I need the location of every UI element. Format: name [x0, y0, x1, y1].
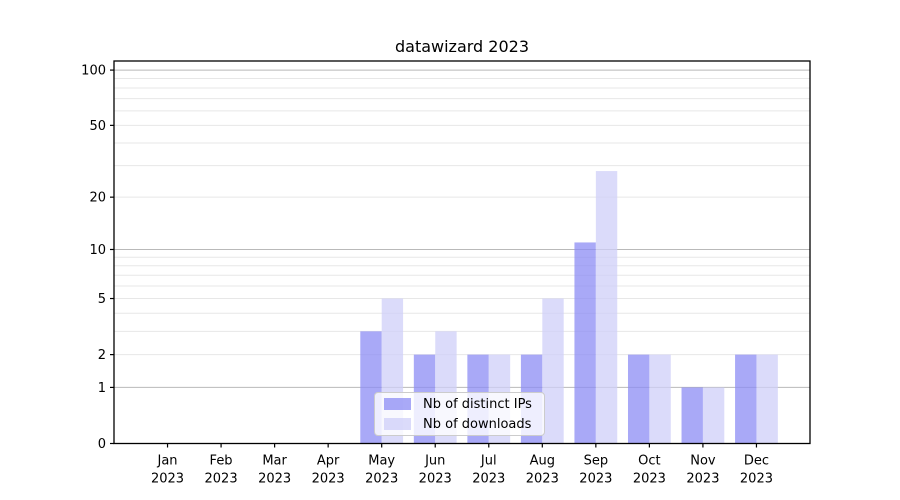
x-tick-label-month: Aug — [530, 454, 555, 469]
x-tick-label-month: Apr — [317, 454, 340, 469]
x-tick-label-month: Sep — [584, 454, 609, 469]
x-tick-label-month: Oct — [638, 454, 660, 469]
bar-downloads-dec — [756, 354, 778, 444]
plot-border — [113, 60, 811, 445]
x-tick-label-year: 2023 — [365, 472, 398, 487]
x-tick-label-month: Mar — [262, 454, 287, 469]
bar-downloads-nov — [702, 387, 725, 444]
x-tick-label-year: 2023 — [740, 472, 773, 487]
x-tick-label-year: 2023 — [472, 472, 505, 487]
legend-swatch-downloads — [384, 418, 411, 430]
x-tick-label-year: 2023 — [526, 472, 559, 487]
legend-item-distinct-ips: Nb of distinct IPs — [384, 397, 535, 412]
bar-distinct-ips-dec — [735, 354, 757, 444]
bar-downloads-aug — [542, 298, 564, 444]
x-tick-label-month: Jan — [157, 454, 178, 469]
x-tick-label-year: 2023 — [419, 472, 452, 487]
x-tick-label-month: Feb — [210, 454, 233, 469]
x-tick-label-year: 2023 — [579, 472, 612, 487]
legend-item-downloads: Nb of downloads — [384, 417, 535, 432]
x-tick-label-year: 2023 — [312, 472, 345, 487]
x-tick-label-year: 2023 — [633, 472, 666, 487]
x-tick-label-month: Jul — [480, 454, 497, 469]
y-tick-label: 50 — [89, 119, 106, 134]
bar-distinct-ips-sep — [574, 242, 596, 444]
bar-downloads-sep — [595, 171, 618, 444]
bar-downloads-oct — [649, 354, 671, 444]
y-tick-label: 0 — [98, 437, 106, 452]
y-tick-label: 100 — [81, 64, 106, 79]
x-tick-label-month: Jun — [424, 454, 445, 469]
x-tick-label-year: 2023 — [258, 472, 291, 487]
y-tick-label: 5 — [98, 292, 106, 307]
x-tick-label-month: Dec — [744, 454, 769, 469]
legend-swatch-distinct-ips — [384, 398, 411, 410]
x-tick-label-month: May — [368, 454, 395, 469]
legend-label-distinct-ips: Nb of distinct IPs — [423, 396, 532, 412]
y-tick-label: 1 — [98, 381, 106, 396]
legend-label-downloads: Nb of downloads — [423, 416, 532, 432]
y-tick-label: 10 — [89, 243, 106, 258]
x-tick-label-year: 2023 — [686, 472, 719, 487]
y-tick-label: 2 — [98, 348, 106, 363]
bar-distinct-ips-nov — [681, 387, 703, 444]
legend: Nb of distinct IPs Nb of downloads — [374, 392, 545, 436]
y-tick-label: 20 — [89, 191, 106, 206]
x-tick-label-year: 2023 — [151, 472, 184, 487]
chart-title: datawizard 2023 — [394, 37, 530, 56]
bar-distinct-ips-oct — [627, 354, 650, 444]
x-tick-label-month: Nov — [690, 454, 716, 469]
x-tick-label-year: 2023 — [205, 472, 238, 487]
